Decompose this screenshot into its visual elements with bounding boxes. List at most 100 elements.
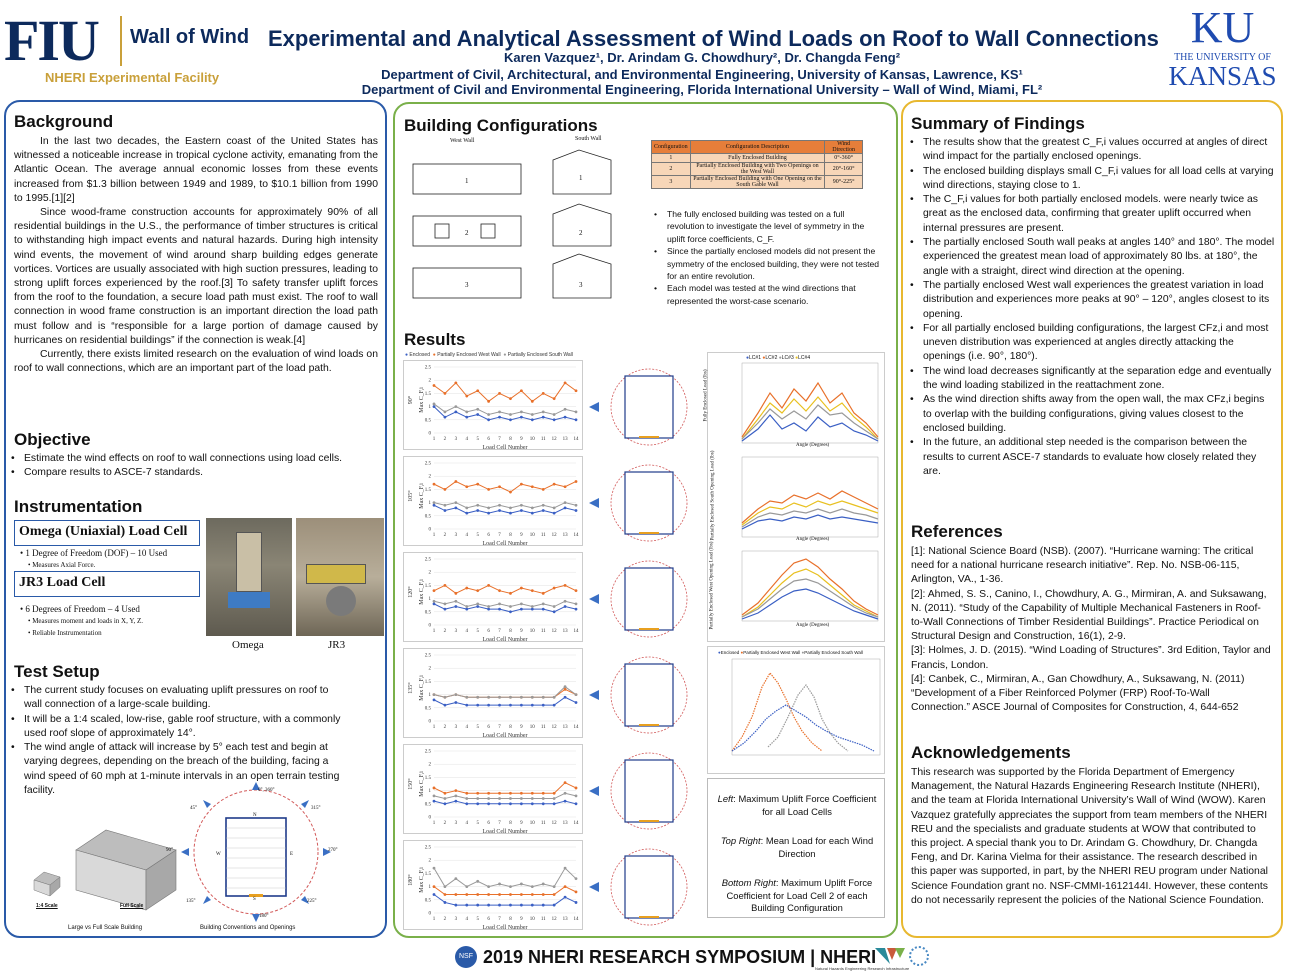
x-tick-label: 4 xyxy=(466,437,469,442)
y-tick-label: 1.5 xyxy=(425,776,432,781)
x-tick-label: 4 xyxy=(466,533,469,538)
data-point xyxy=(509,605,512,608)
summary-item: The results show that the greatest C_F,i… xyxy=(907,136,1275,165)
angle-270: 270° xyxy=(328,848,338,853)
y-tick-label: 2.5 xyxy=(425,462,432,467)
x-tick-label: 14 xyxy=(574,437,580,442)
summary-heading: Summary of Findings xyxy=(911,114,1085,133)
mean-load-svg xyxy=(741,362,879,622)
x-tick-label: 9 xyxy=(520,725,523,730)
data-point xyxy=(509,802,512,806)
svg-text:2: 2 xyxy=(579,229,583,237)
x-tick-label: 8 xyxy=(509,437,512,442)
x-tick-label: 13 xyxy=(563,725,569,730)
data-point xyxy=(432,384,436,387)
data-point xyxy=(563,685,567,689)
data-point xyxy=(552,802,556,806)
data-point xyxy=(552,885,556,888)
x-tick-label: 8 xyxy=(509,533,512,538)
svg-text:3: 3 xyxy=(465,281,469,289)
data-point xyxy=(563,485,567,489)
data-point xyxy=(432,885,436,888)
summary-item: The partially enclosed West wall experie… xyxy=(907,279,1275,322)
cf-chart-3: 0 0.5 1 1.5 2 2.5 1 2 3 4 5 6 7 8 9 10 11 12 13 14 Load Cell… xyxy=(403,552,583,643)
data-point xyxy=(530,903,534,907)
series-line-2 xyxy=(433,382,577,402)
y-tick-label: 1 xyxy=(429,885,432,890)
plan-view-icon xyxy=(589,462,699,544)
ku-kansas: KANSAS xyxy=(1168,61,1277,91)
data-point xyxy=(552,610,556,614)
data-point xyxy=(519,695,523,699)
data-point xyxy=(552,703,556,707)
data-point xyxy=(541,607,545,611)
data-point xyxy=(432,893,436,896)
data-point xyxy=(552,586,556,590)
x-tick-label: 3 xyxy=(455,725,458,730)
data-point xyxy=(563,415,567,419)
data-point xyxy=(574,418,578,422)
summary-item: The wind load decreases significantly at… xyxy=(907,365,1275,394)
x-tick-label: 6 xyxy=(487,629,490,634)
mean-load-legend: ●LC#1 ●LC#2 ●LC#3 ●LC#4 xyxy=(746,355,811,361)
y-axis-label: Max C_F,i xyxy=(419,675,425,701)
background-p1: In the last two decades, the Eastern coa… xyxy=(14,136,378,204)
angle-315: 315° xyxy=(311,806,321,811)
data-point xyxy=(465,415,469,419)
data-point xyxy=(519,882,523,886)
data-point xyxy=(541,602,545,606)
y-tick-label: 1 xyxy=(429,405,432,410)
data-point xyxy=(454,893,458,896)
x-tick-label: 12 xyxy=(552,629,558,634)
x-tick-label: 1 xyxy=(433,917,436,922)
y-tick-label: 2.5 xyxy=(425,366,432,371)
config-table-header: Configuration Configuration Description … xyxy=(651,140,863,154)
data-point xyxy=(552,605,556,608)
references-list: [1]: National Science Board (NSB). (2007… xyxy=(911,545,1271,715)
series-line-3 xyxy=(433,502,577,509)
data-point xyxy=(487,399,491,403)
y-tick-label: 0.5 xyxy=(425,802,432,807)
data-point xyxy=(454,506,458,510)
data-point xyxy=(498,607,501,611)
data-point xyxy=(443,791,447,795)
left-panel: Background In the last two decades, the … xyxy=(4,100,387,938)
data-point xyxy=(443,503,447,507)
ku-logo: KU THE UNIVERSITY OF KANSAS xyxy=(1160,6,1285,96)
data-point xyxy=(530,589,534,593)
data-point xyxy=(574,602,578,606)
data-point xyxy=(487,797,491,800)
data-point xyxy=(487,885,491,888)
data-point xyxy=(519,791,523,795)
data-point xyxy=(454,605,458,608)
objective-item: Estimate the wind effects on roof to wal… xyxy=(8,452,378,467)
x-tick-label: 14 xyxy=(574,821,580,826)
data-point xyxy=(530,703,534,707)
config-table-cell: Partially Enclosed Building with Two Ope… xyxy=(689,162,826,176)
data-point xyxy=(563,695,567,699)
data-point xyxy=(498,415,501,419)
data-point xyxy=(454,599,458,603)
data-point xyxy=(476,695,480,699)
data-point xyxy=(476,879,480,883)
data-point xyxy=(454,799,458,803)
x-tick-label: 12 xyxy=(552,917,558,922)
conventions-caption: Building Conventions and Openings xyxy=(200,925,296,931)
wind-angle-label: 105° xyxy=(407,490,414,502)
data-point xyxy=(498,509,501,512)
data-point xyxy=(563,407,567,411)
x-tick-label: 6 xyxy=(487,437,490,442)
data-point xyxy=(509,893,512,896)
lc-legend: LC#2 xyxy=(765,355,778,361)
config-drawings: 1 1 2 2 3 3 xyxy=(403,144,643,324)
data-point xyxy=(476,482,480,486)
mean-load-xlabel: Angle (Degrees) xyxy=(796,443,830,448)
x-tick-label: 1 xyxy=(433,437,436,442)
compass-e: E xyxy=(290,852,294,857)
svg-text:1: 1 xyxy=(465,177,469,185)
legend-enclosed: Enclosed xyxy=(409,352,430,358)
summary-item: In the future, an additional step needed… xyxy=(907,436,1275,479)
y-tick-label: 1 xyxy=(429,597,432,602)
series-line-3 xyxy=(433,792,577,800)
y-axis-label: Max C_F,i xyxy=(419,387,425,413)
